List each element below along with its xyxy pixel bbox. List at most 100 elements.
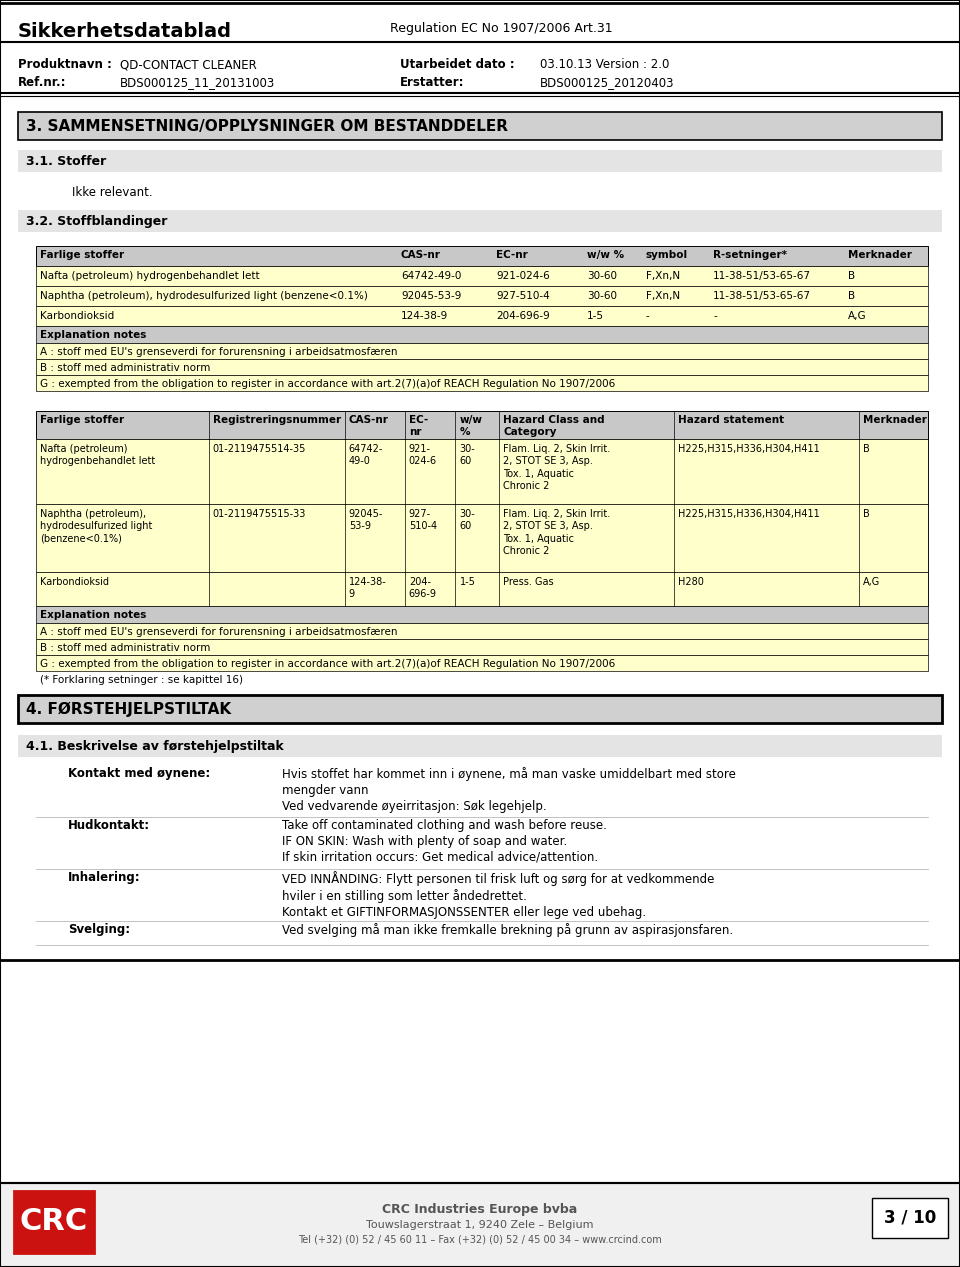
- Text: w/w %: w/w %: [588, 250, 624, 260]
- Text: 11-38-51/53-65-67: 11-38-51/53-65-67: [713, 271, 811, 281]
- Text: Merknader: Merknader: [848, 250, 912, 260]
- Text: 124-38-9: 124-38-9: [401, 310, 448, 321]
- Text: 92045-
53-9: 92045- 53-9: [348, 509, 383, 531]
- Text: 03.10.13 Version : 2.0: 03.10.13 Version : 2.0: [540, 58, 669, 71]
- Text: (* Forklaring setninger : se kapittel 16): (* Forklaring setninger : se kapittel 16…: [40, 675, 243, 685]
- Text: H225,H315,H336,H304,H411: H225,H315,H336,H304,H411: [679, 509, 820, 519]
- Text: Svelging:: Svelging:: [68, 922, 131, 936]
- Text: Farlige stoffer: Farlige stoffer: [40, 416, 124, 424]
- Text: B: B: [863, 509, 870, 519]
- Text: -: -: [645, 310, 649, 321]
- Bar: [36, 655, 928, 672]
- Text: VED INNÅNDING: Flytt personen til frisk luft og sørg for at vedkommende
hviler i: VED INNÅNDING: Flytt personen til frisk …: [282, 870, 714, 920]
- Text: 30-
60: 30- 60: [460, 443, 475, 466]
- Text: B: B: [863, 443, 870, 454]
- Text: Sikkerhetsdatablad: Sikkerhetsdatablad: [18, 22, 232, 41]
- Bar: [36, 438, 928, 504]
- Bar: [36, 411, 928, 438]
- Text: R-setninger*: R-setninger*: [713, 250, 787, 260]
- Text: Inhalering:: Inhalering:: [68, 870, 140, 884]
- Text: 927-
510-4: 927- 510-4: [409, 509, 437, 531]
- Text: BDS000125_20120403: BDS000125_20120403: [540, 76, 675, 89]
- Text: 1-5: 1-5: [460, 576, 475, 587]
- Bar: [18, 696, 942, 723]
- Text: Merknader: Merknader: [863, 416, 926, 424]
- Text: Tel (+32) (0) 52 / 45 60 11 – Fax (+32) (0) 52 / 45 00 34 – www.crcind.com: Tel (+32) (0) 52 / 45 60 11 – Fax (+32) …: [299, 1235, 661, 1245]
- Text: Explanation notes: Explanation notes: [40, 609, 146, 620]
- Text: 30-
60: 30- 60: [460, 509, 475, 531]
- Text: Hudkontakt:: Hudkontakt:: [68, 818, 150, 832]
- Text: Take off contaminated clothing and wash before reuse.
IF ON SKIN: Wash with plen: Take off contaminated clothing and wash …: [282, 818, 607, 864]
- Bar: [18, 735, 942, 756]
- Text: CRC: CRC: [20, 1207, 88, 1237]
- Text: 921-024-6: 921-024-6: [496, 271, 550, 281]
- Text: 01-2119475515-33: 01-2119475515-33: [213, 509, 306, 519]
- Bar: [36, 606, 928, 623]
- Text: 64742-
49-0: 64742- 49-0: [348, 443, 383, 466]
- Text: 92045-53-9: 92045-53-9: [401, 291, 462, 302]
- Text: B: B: [848, 291, 855, 302]
- Text: QD-CONTACT CLEANER: QD-CONTACT CLEANER: [120, 58, 256, 71]
- Text: Farlige stoffer: Farlige stoffer: [40, 250, 124, 260]
- Text: 927-510-4: 927-510-4: [496, 291, 550, 302]
- Text: H225,H315,H336,H304,H411: H225,H315,H336,H304,H411: [679, 443, 820, 454]
- Text: Ved svelging må man ikke fremkalle brekning på grunn av aspirasjonsfaren.: Ved svelging må man ikke fremkalle brekn…: [282, 922, 733, 938]
- Text: 3.2. Stoffblandinger: 3.2. Stoffblandinger: [26, 215, 167, 228]
- Text: G : exempted from the obligation to register in accordance with art.2(7)(a)of RE: G : exempted from the obligation to regi…: [40, 659, 615, 669]
- Text: Hvis stoffet har kommet inn i øynene, må man vaske umiddelbart med store
mengder: Hvis stoffet har kommet inn i øynene, må…: [282, 767, 736, 813]
- Text: 124-38-
9: 124-38- 9: [348, 576, 387, 599]
- Text: Naphtha (petroleum),
hydrodesulfurized light
(benzene<0.1%): Naphtha (petroleum), hydrodesulfurized l…: [40, 509, 153, 544]
- Bar: [36, 286, 928, 307]
- Text: A : stoff med EU's grenseverdi for forurensning i arbeidsatmosfæren: A : stoff med EU's grenseverdi for forur…: [40, 627, 397, 637]
- Text: CAS-nr: CAS-nr: [401, 250, 441, 260]
- Bar: [36, 504, 928, 571]
- Text: 921-
024-6: 921- 024-6: [409, 443, 437, 466]
- Text: Hazard Class and
Category: Hazard Class and Category: [503, 416, 605, 437]
- Text: symbol: symbol: [645, 250, 687, 260]
- Text: 3.1. Stoffer: 3.1. Stoffer: [26, 155, 107, 169]
- Text: 64742-49-0: 64742-49-0: [401, 271, 462, 281]
- Text: F,Xn,N: F,Xn,N: [645, 291, 680, 302]
- Text: 3 / 10: 3 / 10: [884, 1209, 936, 1226]
- Text: Produktnavn :: Produktnavn :: [18, 58, 112, 71]
- Bar: [36, 359, 928, 375]
- Text: Utarbeidet dato :: Utarbeidet dato :: [400, 58, 515, 71]
- Text: 4. FØRSTEHJELPSTILTAK: 4. FØRSTEHJELPSTILTAK: [26, 702, 231, 717]
- Text: Ref.nr.:: Ref.nr.:: [18, 76, 66, 89]
- Text: EC-nr: EC-nr: [496, 250, 528, 260]
- Text: CAS-nr: CAS-nr: [348, 416, 389, 424]
- Text: EC-
nr: EC- nr: [409, 416, 428, 437]
- Text: H280: H280: [679, 576, 705, 587]
- Bar: [36, 375, 928, 392]
- Text: Flam. Liq. 2, Skin Irrit.
2, STOT SE 3, Asp.
Tox. 1, Aquatic
Chronic 2: Flam. Liq. 2, Skin Irrit. 2, STOT SE 3, …: [503, 443, 611, 492]
- Bar: [18, 150, 942, 172]
- Bar: [36, 623, 928, 639]
- Text: Registreringsnummer: Registreringsnummer: [213, 416, 341, 424]
- Text: 01-2119475514-35: 01-2119475514-35: [213, 443, 306, 454]
- Text: Touwslagerstraat 1, 9240 Zele – Belgium: Touwslagerstraat 1, 9240 Zele – Belgium: [367, 1220, 593, 1230]
- Bar: [36, 307, 928, 326]
- Text: BDS000125_11_20131003: BDS000125_11_20131003: [120, 76, 276, 89]
- Bar: [18, 111, 942, 139]
- Text: Karbondioksid: Karbondioksid: [40, 310, 114, 321]
- Bar: [36, 571, 928, 606]
- Text: Flam. Liq. 2, Skin Irrit.
2, STOT SE 3, Asp.
Tox. 1, Aquatic
Chronic 2: Flam. Liq. 2, Skin Irrit. 2, STOT SE 3, …: [503, 509, 611, 556]
- Text: 204-
696-9: 204- 696-9: [409, 576, 437, 599]
- Text: A : stoff med EU's grenseverdi for forurensning i arbeidsatmosfæren: A : stoff med EU's grenseverdi for forur…: [40, 347, 397, 357]
- Text: Erstatter:: Erstatter:: [400, 76, 465, 89]
- Text: Ikke relevant.: Ikke relevant.: [72, 186, 153, 199]
- Text: Naphtha (petroleum), hydrodesulfurized light (benzene<0.1%): Naphtha (petroleum), hydrodesulfurized l…: [40, 291, 368, 302]
- Bar: [36, 343, 928, 359]
- Text: B: B: [848, 271, 855, 281]
- Bar: [36, 246, 928, 266]
- Bar: [36, 326, 928, 343]
- Text: Nafta (petroleum)
hydrogenbehandlet lett: Nafta (petroleum) hydrogenbehandlet lett: [40, 443, 156, 466]
- Bar: [0, 1183, 960, 1267]
- Text: CRC Industries Europe bvba: CRC Industries Europe bvba: [382, 1202, 578, 1216]
- Text: A,G: A,G: [848, 310, 867, 321]
- Text: F,Xn,N: F,Xn,N: [645, 271, 680, 281]
- Text: 30-60: 30-60: [588, 271, 617, 281]
- Text: A,G: A,G: [863, 576, 880, 587]
- Text: 3. SAMMENSETNING/OPPLYSNINGER OM BESTANDDELER: 3. SAMMENSETNING/OPPLYSNINGER OM BESTAND…: [26, 119, 508, 134]
- Text: Kontakt med øynene:: Kontakt med øynene:: [68, 767, 210, 780]
